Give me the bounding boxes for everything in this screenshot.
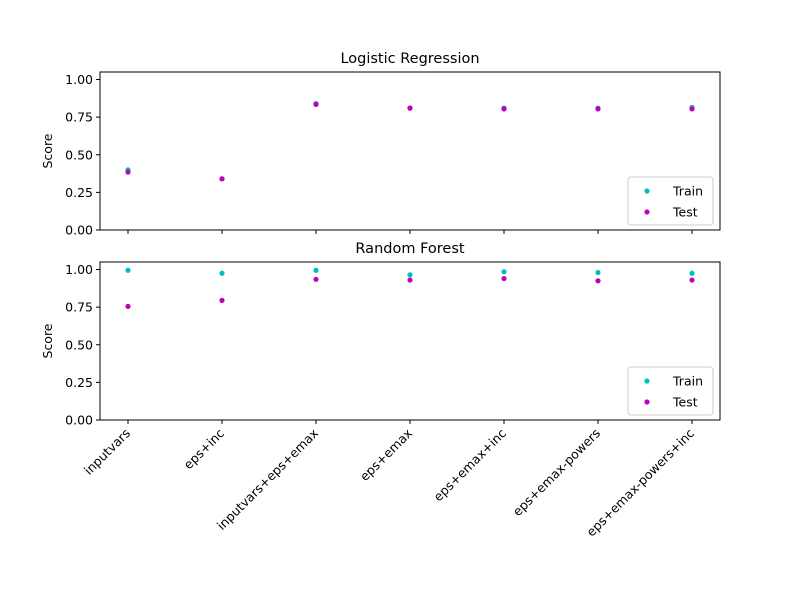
logistic-regression-legend-marker (644, 209, 650, 215)
logistic-regression-legend-label: Test (672, 205, 698, 220)
random-forest-title: Random Forest (355, 241, 464, 257)
logistic-regression-point-test (125, 169, 131, 175)
random-forest-ylabel: Score (40, 323, 55, 358)
random-forest-point-test (125, 303, 131, 309)
random-forest-point-train (595, 269, 601, 276)
logistic-regression-legend-marker (644, 188, 650, 194)
random-forest-legend-marker (644, 378, 650, 384)
random-forest-point-test (595, 278, 601, 284)
random-forest-legend-label: Test (672, 395, 698, 410)
logistic-regression-ytick-label: 0.75 (65, 110, 93, 125)
logistic-regression-point-test (595, 106, 601, 112)
random-forest-axes-frame (99, 261, 721, 421)
logistic-regression-ytick-label: 0.00 (65, 223, 93, 238)
xtick-label: eps+emax-powers (510, 426, 603, 519)
random-forest-panel: Random Forest 0.00 0.25 0.50 0.75 1.00 Score in… (40, 241, 721, 539)
xtick-label: eps+emax+inc (430, 425, 509, 504)
random-forest-ytick-label: 0.25 (65, 375, 93, 390)
logistic-regression-legend-label: Train (672, 184, 703, 199)
logistic-regression-ytick-label: 0.50 (65, 147, 93, 162)
logistic-regression-title: Logistic Regression (340, 51, 479, 67)
logistic-regression-point-test (407, 105, 413, 111)
random-forest-point-train (125, 267, 131, 273)
random-forest-point-train (689, 270, 695, 276)
random-forest-point-train (407, 272, 413, 278)
random-forest-ytick-label: 0.00 (65, 413, 93, 428)
xtick-label: eps+emax (357, 426, 415, 484)
logistic-regression-point-test (501, 106, 507, 112)
xtick-label: eps+inc (181, 425, 228, 472)
random-forest-point-test (313, 276, 319, 282)
xtick-label: eps+emax-powers+inc (583, 425, 697, 539)
random-forest-point-train (219, 270, 225, 276)
random-forest-point-train (501, 269, 507, 275)
random-forest-legend-marker (644, 399, 650, 405)
random-forest-legend-label: Train (672, 374, 703, 389)
xtick-label: inputvars+eps+emax (214, 426, 321, 533)
logistic-regression-ylabel: Score (40, 133, 55, 168)
logistic-regression-ytick-label: 0.25 (65, 185, 93, 200)
random-forest-ytick-label: 0.50 (65, 337, 93, 352)
random-forest-point-test (501, 275, 507, 282)
random-forest-point-test (689, 277, 695, 283)
random-forest-point-test (407, 277, 413, 283)
logistic-regression-point-test (313, 101, 319, 107)
random-forest-point-train (313, 267, 319, 273)
xtick-label: inputvars (81, 426, 133, 478)
random-forest-point-test (219, 297, 225, 303)
random-forest-ytick-label: 1.00 (65, 262, 93, 277)
logistic-regression-axes-frame (99, 71, 721, 231)
random-forest-ytick-label: 0.75 (65, 300, 93, 315)
logistic-regression-panel: Logistic Regression 0.00 0.25 0.50 0.75 1.00 S… (40, 51, 721, 238)
logistic-regression-ytick-label: 1.00 (65, 72, 93, 87)
logistic-regression-point-test (219, 176, 225, 182)
logistic-regression-point-test (689, 106, 695, 112)
